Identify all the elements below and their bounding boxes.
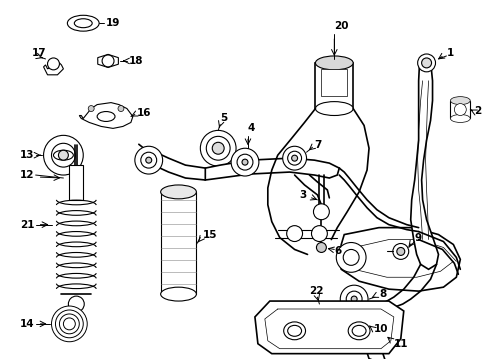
Text: 20: 20 <box>334 21 348 31</box>
Ellipse shape <box>315 56 352 70</box>
Ellipse shape <box>161 287 196 301</box>
Circle shape <box>417 54 435 72</box>
Polygon shape <box>254 301 403 354</box>
Ellipse shape <box>315 102 352 116</box>
Polygon shape <box>205 158 339 180</box>
Circle shape <box>313 204 328 220</box>
Ellipse shape <box>53 150 73 160</box>
Text: 13: 13 <box>20 150 34 160</box>
Circle shape <box>311 226 326 242</box>
Circle shape <box>316 243 325 252</box>
Circle shape <box>51 143 75 167</box>
Text: 6: 6 <box>334 247 341 256</box>
Circle shape <box>68 296 84 312</box>
Text: 9: 9 <box>414 233 421 243</box>
Ellipse shape <box>74 19 92 28</box>
Polygon shape <box>69 165 83 200</box>
Text: 1: 1 <box>446 48 453 58</box>
Circle shape <box>340 285 367 313</box>
Ellipse shape <box>287 325 301 336</box>
Text: 19: 19 <box>106 18 120 28</box>
Ellipse shape <box>283 322 305 340</box>
Ellipse shape <box>67 15 99 31</box>
Circle shape <box>47 58 60 70</box>
Text: 5: 5 <box>220 113 227 123</box>
Ellipse shape <box>449 96 469 105</box>
Circle shape <box>231 148 258 176</box>
Circle shape <box>212 142 224 154</box>
Circle shape <box>287 151 301 165</box>
Ellipse shape <box>97 112 115 121</box>
Circle shape <box>396 247 404 255</box>
Text: 10: 10 <box>373 324 387 334</box>
Circle shape <box>200 130 236 166</box>
Circle shape <box>141 152 156 168</box>
Circle shape <box>291 155 297 161</box>
Text: 17: 17 <box>32 48 46 58</box>
Circle shape <box>43 135 83 175</box>
Text: 11: 11 <box>393 339 407 349</box>
Circle shape <box>286 226 302 242</box>
Circle shape <box>421 58 431 68</box>
Ellipse shape <box>351 325 366 336</box>
Polygon shape <box>79 103 133 129</box>
Circle shape <box>237 154 252 170</box>
Circle shape <box>374 328 386 340</box>
Circle shape <box>242 159 247 165</box>
Polygon shape <box>339 228 459 291</box>
Circle shape <box>453 104 466 116</box>
Text: 15: 15 <box>202 230 216 239</box>
Circle shape <box>282 146 306 170</box>
Circle shape <box>102 55 114 67</box>
Polygon shape <box>449 100 469 118</box>
Circle shape <box>118 105 123 112</box>
Text: 14: 14 <box>20 319 34 329</box>
Circle shape <box>60 314 79 334</box>
Text: 12: 12 <box>20 170 34 180</box>
Circle shape <box>343 249 358 265</box>
Circle shape <box>51 306 87 342</box>
Polygon shape <box>410 56 438 269</box>
Circle shape <box>55 310 83 338</box>
Circle shape <box>145 157 151 163</box>
Text: 3: 3 <box>299 190 306 200</box>
Text: 16: 16 <box>137 108 151 117</box>
Circle shape <box>346 291 361 307</box>
Circle shape <box>336 243 366 272</box>
Text: 18: 18 <box>129 56 143 66</box>
Polygon shape <box>43 63 63 75</box>
Circle shape <box>59 150 68 160</box>
Polygon shape <box>315 63 352 109</box>
Ellipse shape <box>161 185 196 199</box>
Ellipse shape <box>449 114 469 122</box>
Circle shape <box>63 318 75 330</box>
Text: 4: 4 <box>247 123 255 134</box>
Circle shape <box>206 136 230 160</box>
Text: 22: 22 <box>309 286 324 296</box>
Text: 7: 7 <box>314 140 321 150</box>
Text: 8: 8 <box>378 289 386 299</box>
Ellipse shape <box>347 322 369 340</box>
Polygon shape <box>321 69 346 96</box>
Text: 21: 21 <box>20 220 34 230</box>
Polygon shape <box>98 54 118 67</box>
Circle shape <box>392 243 408 260</box>
Text: 2: 2 <box>473 105 481 116</box>
Circle shape <box>350 296 356 302</box>
Circle shape <box>347 318 359 330</box>
Polygon shape <box>161 192 196 294</box>
Circle shape <box>88 105 94 112</box>
Circle shape <box>342 312 366 336</box>
Circle shape <box>135 146 163 174</box>
